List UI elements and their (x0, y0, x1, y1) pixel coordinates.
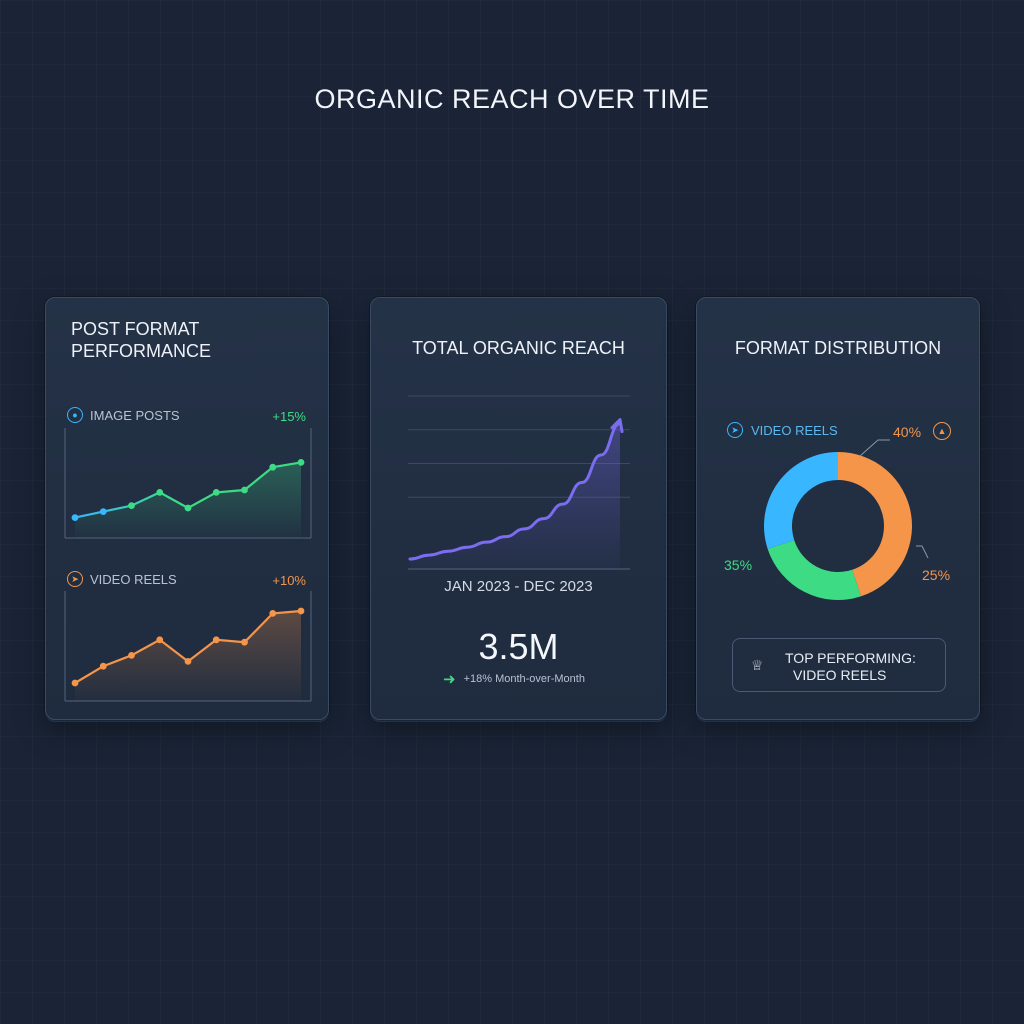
legend-label: VIDEO REELS (751, 422, 838, 438)
pct-label-orange: 40% (893, 424, 922, 440)
reel-icon: ➤ (67, 571, 83, 587)
arrow-head (610, 418, 624, 434)
page-title: ORGANIC REACH OVER TIME (314, 84, 710, 114)
donut-slice (764, 452, 838, 549)
card-title: POST FORMAT PERFORMANCE (71, 319, 212, 361)
data-point (269, 610, 277, 617)
format-distribution-card: FORMAT DISTRIBUTION ➤ VIDEO REELS 40% ▲ … (696, 297, 980, 720)
donut-slice (767, 540, 861, 600)
card-title: TOTAL ORGANIC REACH (412, 338, 625, 358)
data-point (156, 636, 164, 644)
reach-line (408, 422, 622, 561)
video-reels-line-chart (64, 591, 312, 702)
leader-line (916, 545, 929, 559)
video-reels-label: ➤ VIDEO REELS (67, 571, 177, 587)
top-performing-value: VIDEO REELS (793, 667, 887, 683)
pct-label-green: 35% (724, 557, 753, 573)
arrow-right-icon: ➜ (443, 671, 456, 688)
date-range: JAN 2023 - DEC 2023 (444, 578, 593, 595)
series-name: VIDEO REELS (90, 571, 177, 587)
pct-label-orange-small: 25% (922, 567, 951, 583)
top-performing-text: TOP PERFORMING: VIDEO REELS (785, 650, 916, 684)
crown-icon: ♕ (751, 657, 764, 673)
data-point (269, 463, 277, 471)
data-point (71, 679, 79, 687)
data-point (241, 638, 248, 646)
video-reels-change: +10% (272, 573, 306, 588)
droplet-icon: ● (67, 407, 83, 423)
total-reach-value: 3.5M (478, 626, 559, 667)
image-posts-change: +15% (272, 409, 306, 424)
reach-area-chart (408, 395, 630, 570)
series-area (75, 462, 301, 538)
donut-slice (838, 452, 912, 597)
data-point (184, 658, 192, 665)
data-point (184, 504, 192, 512)
data-point (99, 508, 107, 515)
data-point (241, 486, 248, 494)
leader-line (859, 439, 890, 457)
mom-text: +18% Month-over-Month (463, 673, 585, 685)
data-point (128, 652, 135, 659)
format-donut-chart (764, 439, 929, 600)
data-point (297, 459, 305, 466)
card-title: FORMAT DISTRIBUTION (734, 338, 942, 358)
post-format-performance-card: POST FORMAT PERFORMANCE ● IMAGE POSTS +1… (45, 297, 329, 720)
reach-area (410, 423, 620, 569)
total-organic-reach-card: TOTAL ORGANIC REACH JAN 2023 - DEC 2023 … (370, 297, 667, 720)
data-point (156, 489, 164, 496)
data-point (128, 502, 135, 509)
flame-icon: ▲ (933, 422, 951, 440)
data-point (71, 514, 79, 521)
series-area (75, 611, 301, 701)
top-performing-badge: ♕ TOP PERFORMING: VIDEO REELS (732, 638, 946, 692)
image-posts-label: ● IMAGE POSTS (67, 407, 180, 423)
reel-icon: ➤ (727, 422, 743, 438)
legend-video-reels: ➤ VIDEO REELS (727, 422, 838, 438)
top-performing-label: TOP PERFORMING: (785, 650, 916, 666)
month-over-month-change: ➜ +18% Month-over-Month (443, 670, 585, 688)
data-point (99, 662, 107, 670)
image-posts-line-chart (64, 428, 312, 539)
data-point (297, 607, 305, 615)
data-point (212, 636, 220, 644)
series-name: IMAGE POSTS (90, 407, 180, 423)
data-point (212, 489, 220, 496)
